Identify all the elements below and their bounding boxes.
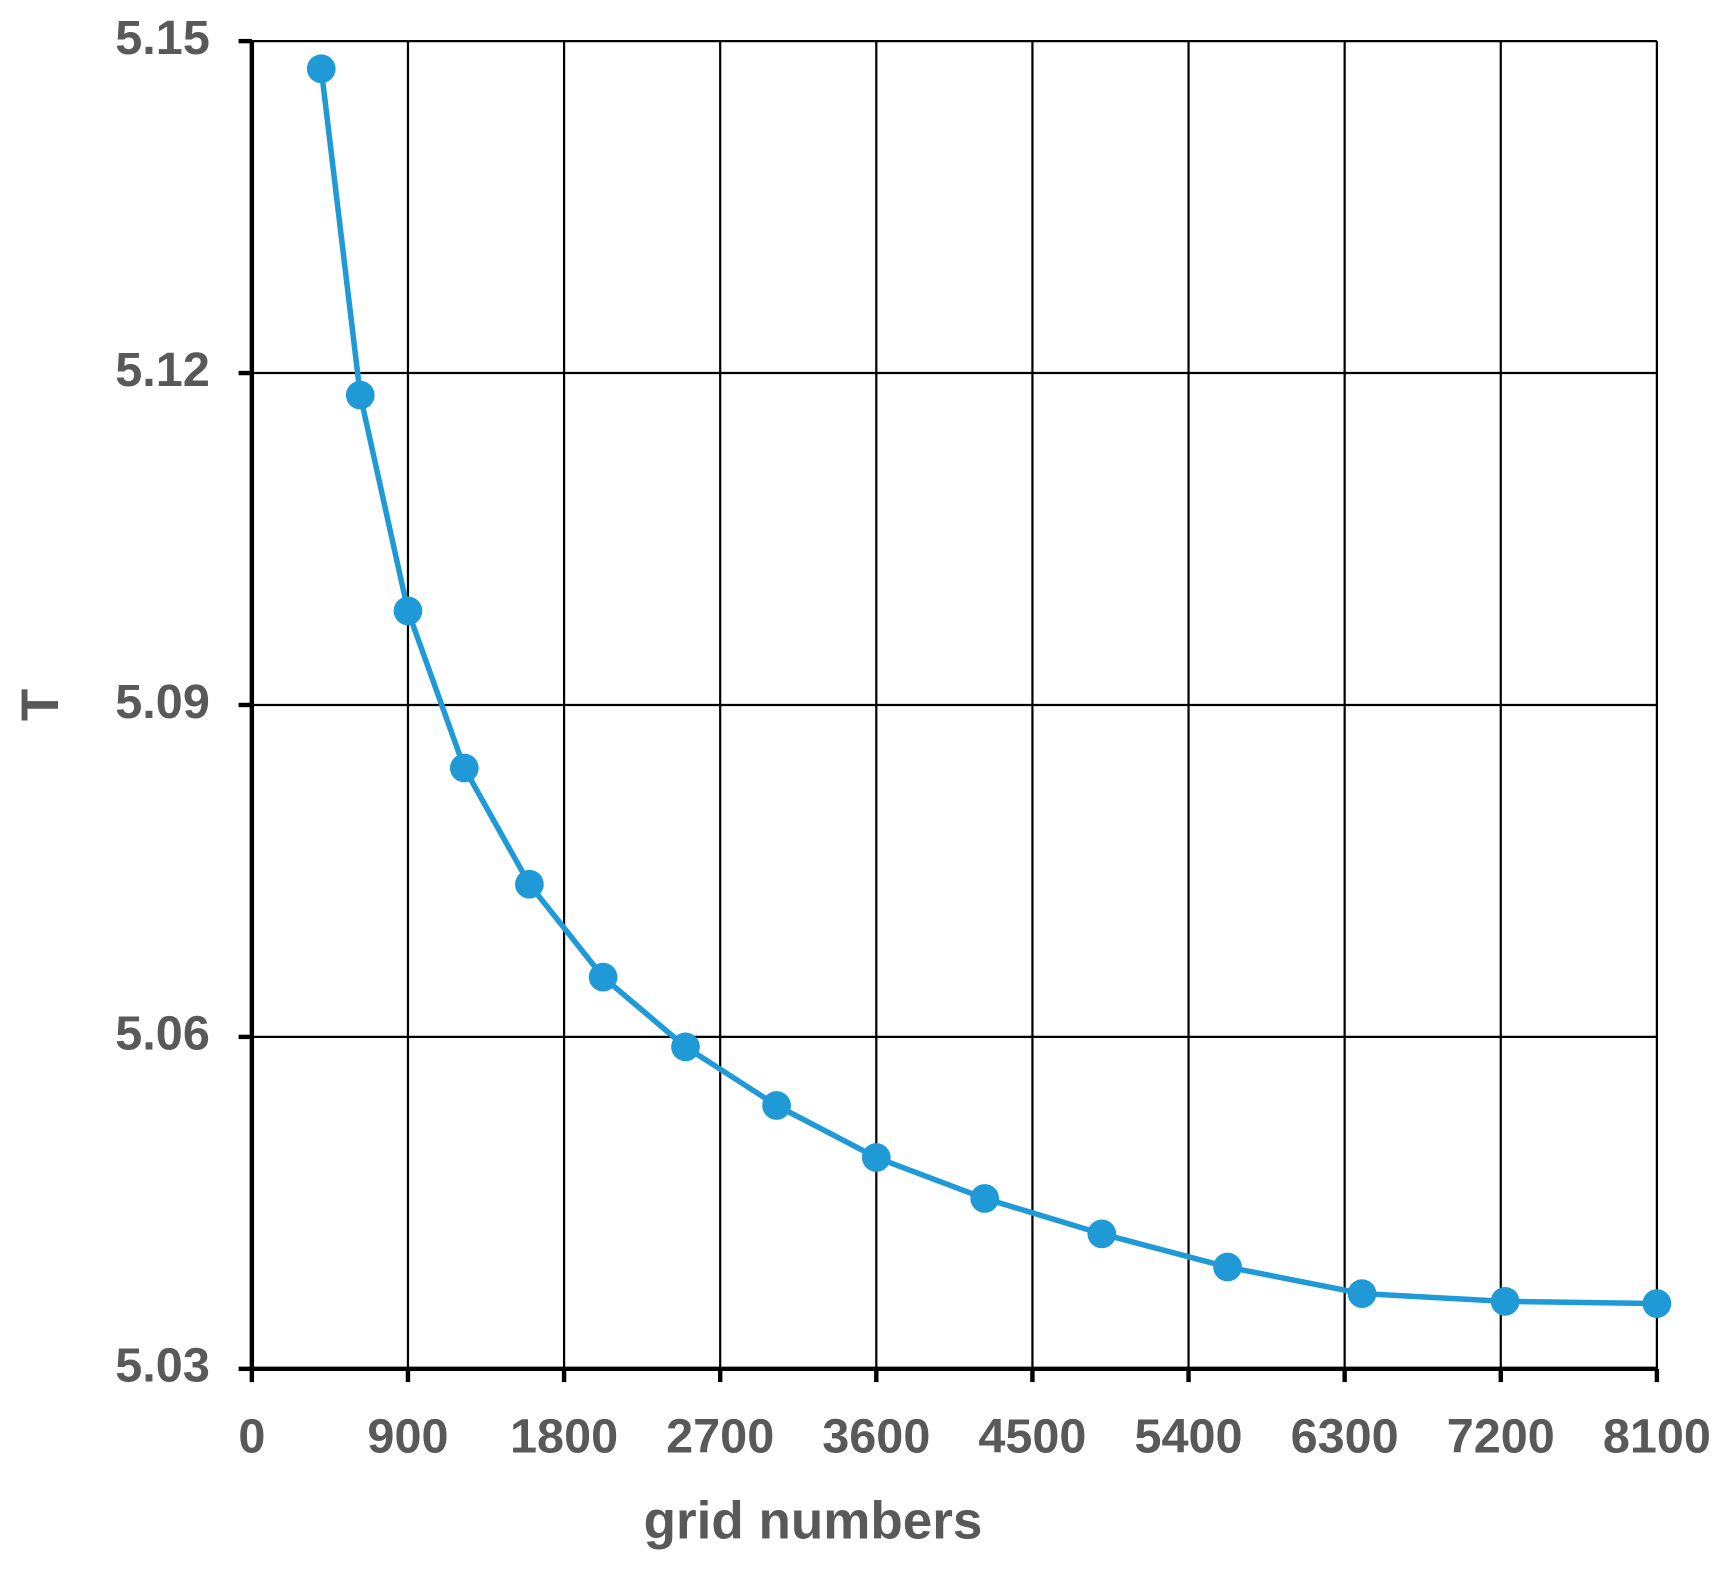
data-point [671,1032,700,1062]
data-point [393,596,423,626]
data-point [1347,1279,1377,1308]
y-tick-label: 5.03 [115,1339,210,1393]
data-point [1213,1252,1242,1282]
data-point [762,1091,791,1120]
x-tick-label: 3600 [822,1409,930,1463]
x-tick-label: 2700 [666,1409,774,1463]
x-tick-label: 8100 [1603,1409,1711,1463]
data-point [970,1184,1000,1213]
data-point [588,962,618,992]
x-tick-label: 6300 [1291,1409,1399,1463]
x-axis-title: grid numbers [644,1492,983,1551]
data-point [861,1143,891,1172]
y-tick-label: 5.06 [115,1007,210,1061]
data-point [449,753,479,783]
series-line [318,68,1657,1307]
data-point [1490,1286,1520,1316]
x-tick-label: 5400 [1134,1409,1242,1463]
x-tick-label: 1800 [510,1409,618,1463]
y-tick-label: 5.15 [115,11,210,65]
data-point [345,380,375,410]
data-point [515,869,544,899]
x-tick-label: 7200 [1447,1409,1555,1463]
y-axis-title: T [11,689,70,721]
x-tick-label: 0 [238,1409,265,1463]
y-tick-label: 5.12 [115,343,210,397]
x-tick-label: 900 [367,1409,448,1463]
x-tick-label: 4500 [978,1409,1086,1463]
y-tick-label: 5.09 [115,675,210,729]
data-point [306,54,336,84]
data-point [1642,1289,1672,1318]
data-point [1087,1219,1117,1249]
